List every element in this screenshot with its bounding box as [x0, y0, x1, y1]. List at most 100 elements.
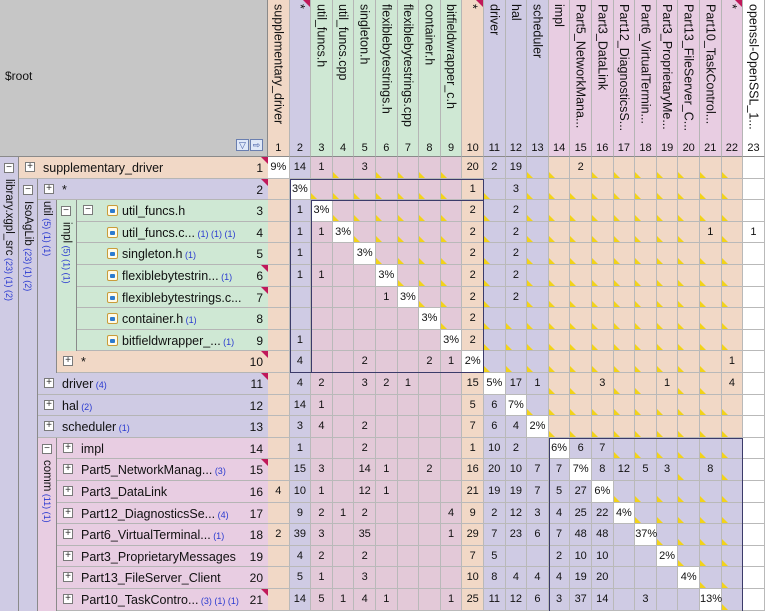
- matrix-cell[interactable]: [678, 502, 700, 525]
- expand-toggle[interactable]: +: [44, 399, 54, 410]
- matrix-cell[interactable]: 2: [354, 545, 376, 568]
- collapse-toggle[interactable]: −: [61, 206, 71, 217]
- matrix-cell[interactable]: 2: [462, 243, 484, 265]
- matrix-cell[interactable]: [397, 329, 420, 352]
- matrix-cell[interactable]: 4%: [613, 502, 636, 525]
- matrix-cell[interactable]: 3%: [397, 286, 420, 309]
- matrix-cell[interactable]: [332, 459, 355, 481]
- matrix-cell[interactable]: [289, 286, 312, 309]
- matrix-cell[interactable]: 12: [505, 502, 528, 525]
- matrix-cell[interactable]: [743, 308, 765, 330]
- matrix-cell[interactable]: 2%: [527, 416, 549, 438]
- matrix-cell[interactable]: [656, 524, 679, 546]
- matrix-cell[interactable]: [311, 351, 333, 373]
- matrix-cell[interactable]: [656, 221, 679, 244]
- matrix-cell[interactable]: 2: [505, 286, 528, 309]
- matrix-cell[interactable]: 14: [289, 394, 312, 417]
- matrix-cell[interactable]: 1: [440, 351, 463, 373]
- matrix-cell[interactable]: [289, 308, 312, 330]
- matrix-cell[interactable]: [354, 286, 376, 309]
- matrix-cell[interactable]: [570, 200, 592, 222]
- matrix-cell[interactable]: [397, 459, 420, 481]
- matrix-cell[interactable]: [268, 243, 290, 265]
- matrix-cell[interactable]: [419, 221, 441, 244]
- matrix-cell[interactable]: [678, 416, 700, 438]
- expand-toggle[interactable]: +: [63, 442, 73, 453]
- matrix-cell[interactable]: [721, 416, 744, 438]
- matrix-cell[interactable]: [527, 286, 549, 309]
- matrix-cell[interactable]: [354, 178, 376, 201]
- matrix-cell[interactable]: [419, 589, 441, 611]
- matrix-cell[interactable]: [678, 178, 700, 201]
- matrix-cell[interactable]: [700, 373, 722, 395]
- matrix-cell[interactable]: [613, 221, 636, 244]
- matrix-cell[interactable]: [505, 329, 528, 352]
- column-header[interactable]: driver 11: [484, 0, 506, 157]
- matrix-cell[interactable]: [721, 524, 744, 546]
- matrix-cell[interactable]: [332, 567, 355, 589]
- matrix-cell[interactable]: [527, 265, 549, 287]
- matrix-cell[interactable]: [419, 178, 441, 201]
- matrix-cell[interactable]: [743, 265, 765, 287]
- matrix-cell[interactable]: [721, 265, 744, 287]
- matrix-cell[interactable]: [332, 308, 355, 330]
- matrix-cell[interactable]: [678, 221, 700, 244]
- matrix-cell[interactable]: [635, 157, 657, 179]
- matrix-cell[interactable]: [311, 286, 333, 309]
- matrix-cell[interactable]: [570, 178, 592, 201]
- matrix-cell[interactable]: [484, 200, 506, 222]
- tree-row[interactable]: singleton.h (1) 5: [77, 243, 268, 265]
- matrix-cell[interactable]: 5: [289, 567, 312, 589]
- matrix-cell[interactable]: [721, 329, 744, 352]
- matrix-cell[interactable]: 3%: [440, 329, 463, 352]
- matrix-cell[interactable]: [419, 524, 441, 546]
- matrix-cell[interactable]: 2: [354, 437, 376, 460]
- matrix-cell[interactable]: 19: [505, 157, 528, 179]
- matrix-cell[interactable]: 5%: [484, 373, 506, 395]
- matrix-cell[interactable]: 10: [570, 545, 592, 568]
- column-header[interactable]: scheduler 13: [527, 0, 549, 157]
- matrix-cell[interactable]: 2: [354, 351, 376, 373]
- matrix-cell[interactable]: [440, 308, 463, 330]
- column-header[interactable]: flexiblebytestrings.h 6: [376, 0, 398, 157]
- matrix-cell[interactable]: [635, 329, 657, 352]
- matrix-cell[interactable]: [440, 286, 463, 309]
- matrix-cell[interactable]: 7: [548, 524, 571, 546]
- column-header[interactable]: util_funcs.h 3: [311, 0, 333, 157]
- matrix-cell[interactable]: [397, 416, 420, 438]
- matrix-cell[interactable]: 2: [311, 502, 333, 525]
- matrix-cell[interactable]: [570, 308, 592, 330]
- matrix-cell[interactable]: 4: [311, 416, 333, 438]
- column-header[interactable]: impl 14: [548, 0, 571, 157]
- expand-toggle[interactable]: +: [63, 464, 73, 475]
- matrix-cell[interactable]: [376, 524, 398, 546]
- matrix-cell[interactable]: 3: [311, 524, 333, 546]
- matrix-cell[interactable]: 1: [527, 373, 549, 395]
- expand-toggle[interactable]: +: [63, 550, 73, 561]
- matrix-cell[interactable]: 1: [332, 502, 355, 525]
- matrix-cell[interactable]: [700, 265, 722, 287]
- matrix-cell[interactable]: 5: [635, 459, 657, 481]
- matrix-cell[interactable]: 2: [505, 200, 528, 222]
- matrix-cell[interactable]: 8: [484, 567, 506, 589]
- matrix-cell[interactable]: 15: [462, 373, 484, 395]
- matrix-cell[interactable]: 13%: [700, 589, 722, 611]
- matrix-cell[interactable]: [440, 221, 463, 244]
- matrix-cell[interactable]: [484, 351, 506, 373]
- matrix-cell[interactable]: [613, 243, 636, 265]
- column-header[interactable]: Part10_TaskControl... 21: [700, 0, 722, 157]
- matrix-cell[interactable]: [700, 502, 722, 525]
- matrix-cell[interactable]: 2: [462, 308, 484, 330]
- matrix-cell[interactable]: 1: [376, 459, 398, 481]
- matrix-cell[interactable]: 2: [462, 329, 484, 352]
- matrix-cell[interactable]: 7%: [505, 394, 528, 417]
- matrix-cell[interactable]: 20: [592, 567, 614, 589]
- matrix-cell[interactable]: [613, 351, 636, 373]
- matrix-cell[interactable]: [376, 502, 398, 525]
- matrix-cell[interactable]: [548, 157, 571, 179]
- matrix-cell[interactable]: [419, 243, 441, 265]
- matrix-cell[interactable]: [743, 157, 765, 179]
- matrix-cell[interactable]: 1: [289, 243, 312, 265]
- matrix-cell[interactable]: [656, 200, 679, 222]
- matrix-cell[interactable]: 22: [592, 502, 614, 525]
